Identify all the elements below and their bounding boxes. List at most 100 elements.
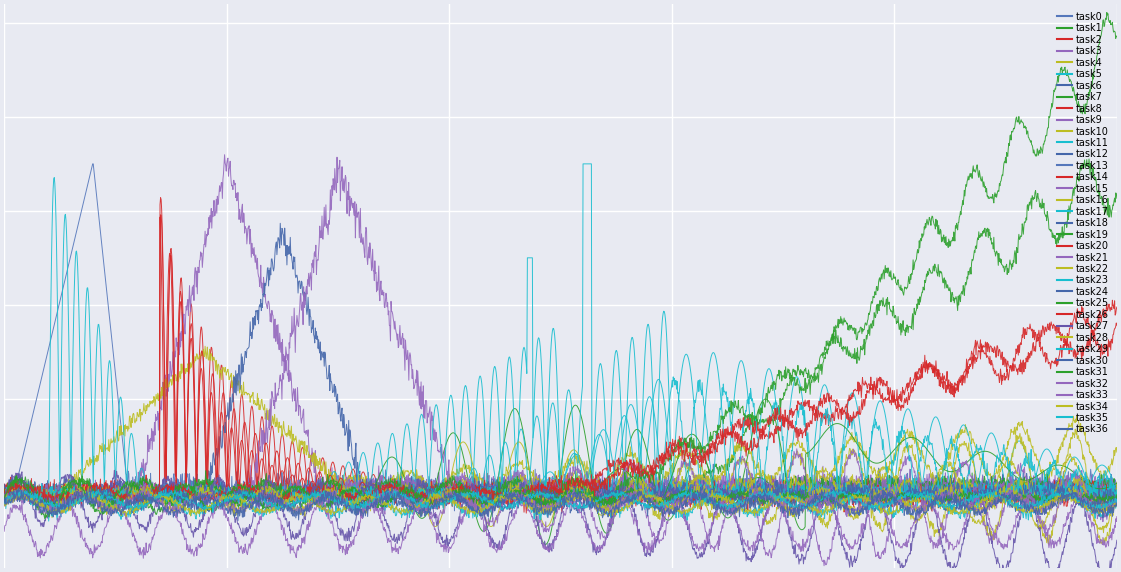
task1 <box>39 506 53 513</box>
Line: task14: task14 <box>4 217 1117 513</box>
task10 <box>0 486 11 492</box>
task0 <box>1078 491 1092 498</box>
task32 <box>1078 506 1092 513</box>
Line: task2: task2 <box>4 214 1117 509</box>
task15 <box>1110 485 1121 492</box>
task18 <box>510 491 524 498</box>
task7 <box>509 406 522 412</box>
task18 <box>539 498 553 505</box>
task18 <box>187 474 201 480</box>
task25 <box>0 488 11 495</box>
Line: task29: task29 <box>4 486 1117 521</box>
task31 <box>539 500 553 507</box>
task10 <box>538 503 552 510</box>
task1 <box>874 275 888 281</box>
task14 <box>539 494 553 501</box>
task27 <box>510 488 524 495</box>
Line: task24: task24 <box>4 483 1117 511</box>
task3 <box>46 503 59 510</box>
task22 <box>509 481 522 488</box>
task5 <box>539 478 553 484</box>
task20 <box>1105 297 1119 304</box>
task24 <box>1078 496 1092 503</box>
task2 <box>510 479 524 486</box>
task7 <box>1110 490 1121 496</box>
task1 <box>55 493 68 500</box>
Line: task22: task22 <box>4 454 1117 533</box>
task20 <box>1077 347 1091 353</box>
task31 <box>0 495 11 502</box>
task8 <box>510 488 524 495</box>
task2 <box>154 211 167 218</box>
task15 <box>874 490 888 497</box>
task9 <box>510 484 524 491</box>
task18 <box>0 489 11 496</box>
task2 <box>54 489 67 496</box>
task11 <box>938 505 952 512</box>
task33 <box>138 480 151 487</box>
task1 <box>1077 109 1091 116</box>
task30 <box>510 499 524 506</box>
task20 <box>510 491 524 498</box>
task1 <box>510 483 524 490</box>
task7 <box>539 541 553 548</box>
task24 <box>532 508 546 515</box>
task23 <box>1078 468 1092 475</box>
task29 <box>539 508 553 515</box>
task9 <box>0 489 11 496</box>
task33 <box>539 503 553 510</box>
task32 <box>54 513 67 520</box>
task0 <box>1110 483 1121 490</box>
Line: task10: task10 <box>4 429 1117 544</box>
task8 <box>154 194 167 201</box>
task36 <box>1078 499 1092 506</box>
task22 <box>0 490 11 496</box>
task17 <box>1110 499 1121 506</box>
task22 <box>1096 529 1110 536</box>
task30 <box>1110 498 1121 505</box>
task2 <box>92 505 105 512</box>
task16 <box>510 439 524 446</box>
task23 <box>538 472 552 479</box>
task22 <box>1077 484 1091 491</box>
task30 <box>170 480 184 487</box>
task5 <box>1078 474 1092 481</box>
task20 <box>1078 345 1092 352</box>
task11 <box>509 463 522 470</box>
task12 <box>0 488 11 495</box>
task27 <box>1078 513 1092 520</box>
Line: task27: task27 <box>4 470 1117 572</box>
task30 <box>539 492 553 499</box>
task12 <box>1078 490 1092 497</box>
task23 <box>667 374 680 380</box>
task29 <box>41 518 55 525</box>
task31 <box>1078 493 1092 500</box>
task16 <box>429 523 443 530</box>
task3 <box>217 151 231 158</box>
task25 <box>539 503 553 510</box>
task24 <box>510 489 524 496</box>
task33 <box>0 499 11 506</box>
Line: task12: task12 <box>4 476 1117 508</box>
task35 <box>0 500 11 507</box>
task9 <box>1110 487 1121 494</box>
task30 <box>874 505 888 511</box>
task21 <box>817 562 831 569</box>
task31 <box>10 472 24 479</box>
task33 <box>54 502 67 509</box>
task35 <box>874 504 888 511</box>
task16 <box>1078 488 1092 495</box>
task14 <box>510 497 524 504</box>
task9 <box>243 500 257 507</box>
task29 <box>1110 501 1121 508</box>
task21 <box>1110 495 1121 502</box>
Line: task1: task1 <box>4 13 1117 510</box>
task14 <box>0 488 11 495</box>
task3 <box>55 487 68 494</box>
task12 <box>510 490 524 497</box>
task0 <box>1078 473 1092 480</box>
task16 <box>1110 487 1121 494</box>
task3 <box>1078 484 1092 491</box>
task23 <box>874 432 888 439</box>
task24 <box>539 502 553 509</box>
